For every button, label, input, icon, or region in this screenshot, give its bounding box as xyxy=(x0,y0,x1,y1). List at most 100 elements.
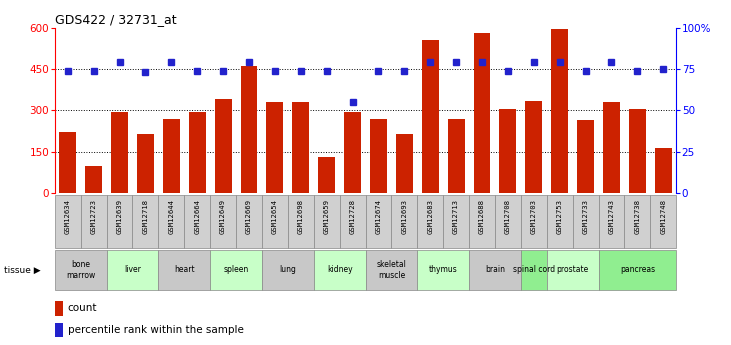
Bar xyxy=(111,112,128,193)
Text: GSM12634: GSM12634 xyxy=(65,199,71,234)
Text: spinal cord: spinal cord xyxy=(512,265,555,275)
Text: GDS422 / 32731_at: GDS422 / 32731_at xyxy=(55,13,176,27)
Bar xyxy=(547,250,599,290)
Text: GSM12654: GSM12654 xyxy=(272,199,278,234)
Bar xyxy=(211,250,262,290)
Bar xyxy=(292,102,309,193)
Bar xyxy=(572,195,599,248)
Bar xyxy=(624,195,651,248)
Text: GSM12718: GSM12718 xyxy=(143,199,148,234)
Bar xyxy=(422,40,439,193)
Bar xyxy=(495,195,520,248)
Text: liver: liver xyxy=(124,265,141,275)
Bar xyxy=(163,119,180,193)
Text: GSM12669: GSM12669 xyxy=(246,199,252,234)
Text: GSM12723: GSM12723 xyxy=(91,199,96,234)
Text: percentile rank within the sample: percentile rank within the sample xyxy=(68,325,243,335)
Bar xyxy=(603,102,620,193)
Text: GSM12743: GSM12743 xyxy=(608,199,615,234)
Text: GSM12733: GSM12733 xyxy=(583,199,588,234)
Bar xyxy=(86,166,102,193)
Bar xyxy=(499,109,516,193)
Bar xyxy=(370,119,387,193)
Bar xyxy=(262,195,288,248)
Bar xyxy=(396,134,413,193)
Bar xyxy=(267,102,284,193)
Bar xyxy=(577,120,594,193)
Text: GSM12659: GSM12659 xyxy=(324,199,330,234)
Bar xyxy=(215,99,232,193)
Bar xyxy=(340,195,366,248)
Text: tissue ▶: tissue ▶ xyxy=(4,265,40,275)
Bar xyxy=(107,250,159,290)
Text: GSM12728: GSM12728 xyxy=(349,199,355,234)
Text: brain: brain xyxy=(485,265,505,275)
Text: GSM12664: GSM12664 xyxy=(194,199,200,234)
Text: count: count xyxy=(68,303,97,313)
Text: spleen: spleen xyxy=(224,265,249,275)
Bar xyxy=(469,250,520,290)
Text: GSM12738: GSM12738 xyxy=(635,199,640,234)
Bar xyxy=(159,250,211,290)
Bar xyxy=(189,112,205,193)
Text: lung: lung xyxy=(279,265,296,275)
Bar xyxy=(417,250,469,290)
Bar xyxy=(55,250,107,290)
Bar xyxy=(599,195,624,248)
Bar xyxy=(314,195,340,248)
Bar xyxy=(59,132,76,193)
Text: GSM12639: GSM12639 xyxy=(116,199,123,234)
Bar xyxy=(159,195,184,248)
Text: GSM12644: GSM12644 xyxy=(168,199,174,234)
Bar xyxy=(366,250,417,290)
Text: GSM12688: GSM12688 xyxy=(479,199,485,234)
Text: prostate: prostate xyxy=(556,265,588,275)
Bar xyxy=(262,250,314,290)
Text: GSM12713: GSM12713 xyxy=(453,199,459,234)
Bar xyxy=(211,195,236,248)
Bar xyxy=(366,195,391,248)
Bar xyxy=(443,195,469,248)
Text: GSM12708: GSM12708 xyxy=(505,199,511,234)
Text: GSM12698: GSM12698 xyxy=(298,199,304,234)
Text: pancreas: pancreas xyxy=(620,265,655,275)
Bar xyxy=(288,195,314,248)
Text: GSM12649: GSM12649 xyxy=(220,199,226,234)
Bar xyxy=(469,195,495,248)
Bar xyxy=(551,29,568,193)
Bar xyxy=(651,195,676,248)
Text: GSM12753: GSM12753 xyxy=(557,199,563,234)
Text: GSM12693: GSM12693 xyxy=(401,199,407,234)
Bar xyxy=(521,195,547,248)
Text: thymus: thymus xyxy=(429,265,458,275)
Bar xyxy=(521,250,547,290)
Text: GSM12703: GSM12703 xyxy=(531,199,537,234)
Bar xyxy=(55,195,80,248)
Bar xyxy=(447,119,464,193)
Bar xyxy=(107,195,132,248)
Bar xyxy=(240,66,257,193)
Bar xyxy=(80,195,107,248)
Text: skeletal
muscle: skeletal muscle xyxy=(376,260,406,280)
Bar xyxy=(599,250,676,290)
Bar xyxy=(655,148,672,193)
Bar xyxy=(474,33,491,193)
Text: GSM12683: GSM12683 xyxy=(427,199,433,234)
Bar xyxy=(629,109,645,193)
Bar xyxy=(55,301,63,316)
Text: bone
marrow: bone marrow xyxy=(66,260,95,280)
Bar xyxy=(391,195,417,248)
Bar xyxy=(417,195,443,248)
Bar xyxy=(132,195,159,248)
Bar xyxy=(344,112,361,193)
Text: kidney: kidney xyxy=(327,265,352,275)
Text: GSM12748: GSM12748 xyxy=(660,199,666,234)
Bar xyxy=(526,101,542,193)
Text: GSM12674: GSM12674 xyxy=(376,199,382,234)
Bar xyxy=(137,134,154,193)
Bar xyxy=(314,250,366,290)
Text: heart: heart xyxy=(174,265,194,275)
Bar xyxy=(55,323,63,337)
Bar xyxy=(547,195,572,248)
Bar xyxy=(184,195,211,248)
